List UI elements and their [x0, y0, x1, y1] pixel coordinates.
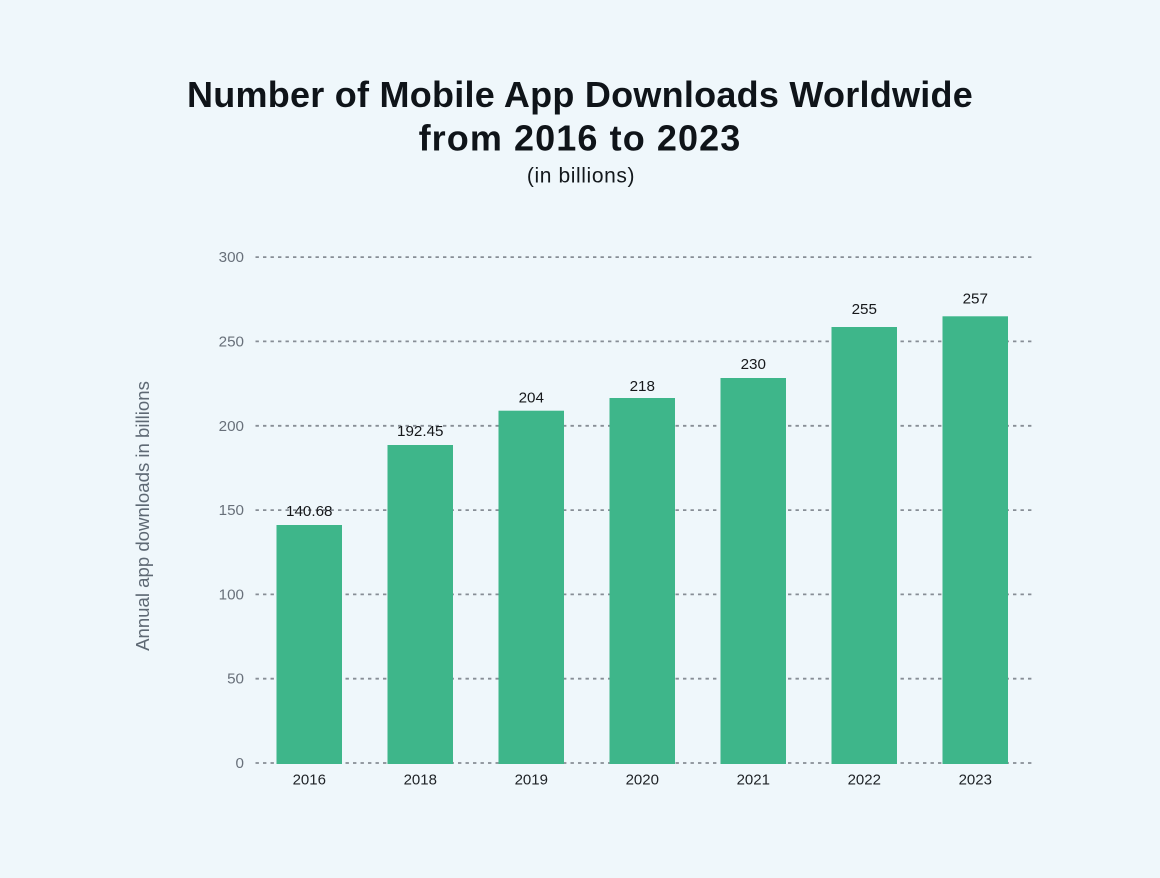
svg-text:300: 300: [219, 249, 244, 266]
svg-text:2016: 2016: [293, 772, 326, 789]
svg-text:2021: 2021: [737, 772, 770, 789]
svg-text:255: 255: [852, 301, 877, 318]
svg-text:150: 150: [219, 502, 244, 519]
svg-text:2022: 2022: [848, 772, 881, 789]
svg-text:2019: 2019: [515, 772, 548, 789]
svg-text:(in billions): (in billions): [527, 165, 635, 188]
svg-text:140.68: 140.68: [286, 503, 332, 520]
svg-text:50: 50: [227, 671, 244, 688]
svg-text:218: 218: [630, 378, 655, 395]
svg-text:from 2016 to 2023: from 2016 to 2023: [419, 118, 742, 159]
svg-text:2020: 2020: [626, 772, 659, 789]
svg-text:192.45: 192.45: [397, 423, 443, 440]
svg-text:Number of Mobile App Downloads: Number of Mobile App Downloads Worldwide: [187, 74, 973, 115]
svg-text:2018: 2018: [404, 772, 437, 789]
svg-text:0: 0: [236, 755, 244, 772]
svg-text:204: 204: [519, 389, 544, 406]
svg-text:Annual app downloads in billio: Annual app downloads in billions: [132, 381, 153, 651]
svg-text:257: 257: [963, 291, 988, 308]
svg-text:230: 230: [741, 356, 766, 373]
svg-text:250: 250: [219, 333, 244, 350]
svg-text:200: 200: [219, 418, 244, 435]
svg-text:100: 100: [219, 586, 244, 603]
svg-text:2023: 2023: [959, 772, 992, 789]
